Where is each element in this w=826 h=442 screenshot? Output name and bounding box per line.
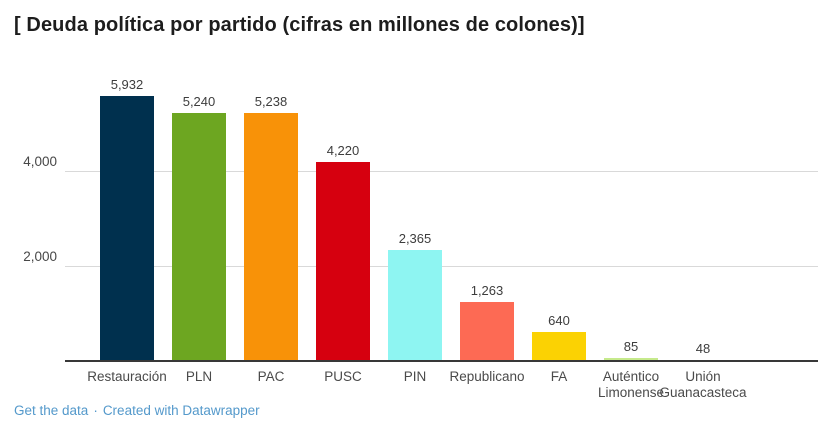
- bar-column-Unión Guanacasteca: 48: [667, 77, 739, 362]
- bar-value-label: 640: [548, 313, 570, 328]
- y-tick-label-4000: 4,000: [23, 154, 57, 169]
- gridline-4000: [65, 171, 818, 172]
- bar-PLN[interactable]: [172, 113, 226, 362]
- bar-FA[interactable]: [532, 332, 586, 362]
- x-axis-label-FA: FA: [550, 369, 568, 384]
- bar-column-PLN: 5,240: [163, 77, 235, 362]
- bar-value-label: 2,365: [398, 231, 432, 246]
- x-axis-label-PAC: PAC: [257, 369, 285, 384]
- x-axis-label-Unión Guanacasteca: Unión Guanacasteca: [659, 369, 747, 400]
- x-axis-label-PIN: PIN: [403, 369, 427, 384]
- x-axis-label-Republicano: Republicano: [449, 369, 525, 384]
- x-axis-label-PLN: PLN: [185, 369, 213, 384]
- x-axis-label-Auténtico Limonense: Auténtico Limonense: [597, 369, 665, 400]
- bar-Republicano[interactable]: [460, 302, 514, 362]
- bar-value-label: 48: [695, 341, 711, 356]
- bar-column-Republicano: 1,263: [451, 77, 523, 362]
- chart-title: [ Deuda política por partido (cifras en …: [14, 14, 585, 36]
- bar-value-label: 4,220: [326, 143, 360, 158]
- bar-column-FA: 640: [523, 77, 595, 362]
- bar-value-label: 5,238: [254, 94, 288, 109]
- bar-value-label: 1,263: [470, 283, 504, 298]
- x-axis-labels: Restauración PLN PAC PUSC PIN Republicano FA Au…: [87, 369, 747, 401]
- datawrapper-credit-link[interactable]: Created with Datawrapper: [102, 403, 260, 418]
- get-the-data-link[interactable]: Get the data: [14, 403, 89, 418]
- bar-PUSC[interactable]: [316, 162, 370, 362]
- bar-column-Auténtico Limonense: 85: [595, 77, 667, 362]
- x-axis-baseline: [65, 360, 818, 362]
- bar-PIN[interactable]: [388, 250, 442, 362]
- bars-row: 5,932 5,240 5,238 4,220 2,365 1,263 640 85 48: [91, 77, 739, 362]
- bar-value-label: 5,932: [110, 77, 144, 92]
- x-axis-label-Restauración: Restauración: [87, 369, 167, 384]
- bar-value-label: 5,240: [182, 94, 216, 109]
- footer-separator: ·: [93, 403, 98, 418]
- plot-area: 2,000 4,000 5,932 5,240 5,238 4,220 2,365 1,263…: [23, 77, 818, 362]
- chart-footer: Get the data · Created with Datawrapper: [14, 403, 260, 418]
- bar-column-PIN: 2,365: [379, 77, 451, 362]
- bar-column-PUSC: 4,220: [307, 77, 379, 362]
- bar-Restauración[interactable]: [100, 96, 154, 362]
- x-axis-label-PUSC: PUSC: [324, 369, 362, 384]
- bar-value-label: 85: [623, 339, 639, 354]
- bar-column-Restauración: 5,932: [91, 77, 163, 362]
- bar-column-PAC: 5,238: [235, 77, 307, 362]
- y-tick-label-2000: 2,000: [23, 249, 57, 264]
- bar-PAC[interactable]: [244, 113, 298, 362]
